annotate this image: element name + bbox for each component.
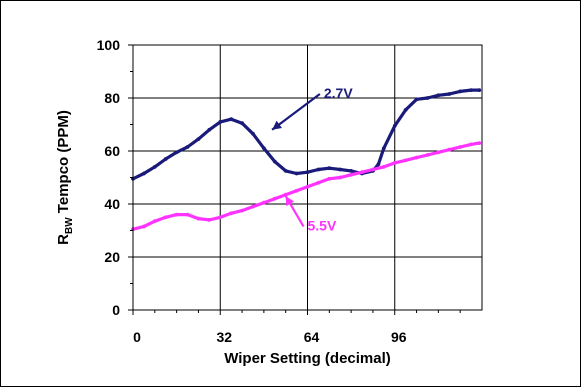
- data-point: [262, 146, 266, 151]
- data-point: [207, 218, 212, 222]
- data-point: [163, 157, 168, 161]
- data-point: [477, 141, 482, 146]
- data-point: [316, 167, 321, 172]
- data-point: [327, 176, 332, 181]
- data-point: [305, 184, 310, 189]
- y-tick-label: 100: [97, 37, 121, 53]
- data-point: [414, 155, 419, 160]
- data-point: [360, 170, 364, 175]
- annotation-arrowhead: [272, 120, 282, 130]
- x-tick-label: 96: [391, 329, 407, 345]
- data-point: [403, 108, 408, 112]
- data-point: [272, 196, 277, 201]
- data-point: [392, 123, 397, 128]
- data-point: [185, 145, 190, 149]
- data-point: [414, 97, 419, 102]
- data-point: [349, 172, 353, 177]
- data-point: [185, 212, 190, 217]
- x-tick-label: 0: [133, 329, 141, 345]
- y-axis-label: RBW Tempco (PPM): [55, 110, 75, 245]
- data-point: [142, 224, 146, 229]
- data-point: [251, 131, 255, 136]
- data-point: [174, 212, 179, 217]
- data-point: [447, 147, 452, 152]
- annotation-arrow-line: [271, 93, 321, 131]
- plot-series: [131, 88, 482, 232]
- annotations: 2.7V 5.5V: [271, 85, 353, 234]
- data-point: [218, 215, 223, 220]
- data-point: [196, 216, 201, 221]
- data-point: [376, 162, 381, 167]
- data-point: [240, 208, 245, 213]
- x-tick-label: 32: [216, 329, 232, 345]
- data-point: [469, 88, 473, 92]
- y-axis-label-rest: Tempco (PPM): [55, 110, 72, 217]
- data-point: [436, 93, 441, 98]
- axis-ticks: 0 20 40 60 80 100 0 32 64 96: [97, 37, 461, 345]
- data-point: [403, 158, 408, 163]
- data-point: [174, 150, 179, 155]
- data-point: [251, 204, 255, 209]
- data-point: [392, 161, 397, 165]
- data-point: [283, 169, 288, 173]
- data-point: [283, 192, 288, 197]
- y-tick-label: 40: [104, 196, 120, 212]
- data-point: [381, 165, 386, 169]
- data-point: [294, 188, 299, 193]
- data-point: [207, 127, 212, 132]
- data-point: [327, 166, 332, 171]
- data-point: [272, 159, 277, 164]
- y-tick-label: 0: [112, 302, 120, 318]
- series-label-5-5v: 5.5V: [308, 218, 337, 234]
- y-axis-label-main: R: [55, 234, 72, 245]
- data-point: [371, 167, 375, 172]
- data-point: [381, 146, 386, 151]
- data-point: [447, 92, 452, 96]
- series-line-2-7v: [131, 88, 481, 181]
- data-point: [477, 88, 482, 92]
- data-point: [163, 215, 168, 220]
- data-point: [152, 165, 157, 169]
- data-point: [458, 89, 463, 94]
- data-point: [240, 121, 245, 126]
- data-point: [436, 150, 441, 155]
- y-tick-label: 20: [104, 249, 120, 265]
- data-point: [338, 167, 343, 172]
- data-point: [142, 171, 146, 176]
- data-point: [152, 219, 157, 224]
- data-point: [305, 170, 310, 175]
- data-point: [338, 175, 343, 180]
- annotation-arrowhead: [285, 196, 295, 207]
- data-point: [229, 211, 234, 216]
- data-point: [425, 96, 430, 100]
- y-tick-label: 60: [104, 143, 120, 159]
- data-point: [294, 171, 299, 176]
- data-point: [349, 169, 353, 173]
- data-point: [196, 137, 201, 142]
- data-point: [458, 145, 463, 149]
- data-point: [229, 117, 234, 122]
- x-axis-label: Wiper Setting (decimal): [224, 350, 391, 367]
- y-tick-label: 80: [104, 90, 120, 106]
- series-label-2-7v: 2.7V: [324, 85, 353, 101]
- data-point: [218, 120, 223, 124]
- x-tick-label: 64: [304, 329, 320, 345]
- y-axis-label-subscript: BW: [64, 217, 75, 234]
- data-point: [425, 153, 430, 157]
- data-point: [469, 142, 473, 147]
- data-point: [262, 200, 266, 205]
- data-point: [316, 180, 321, 185]
